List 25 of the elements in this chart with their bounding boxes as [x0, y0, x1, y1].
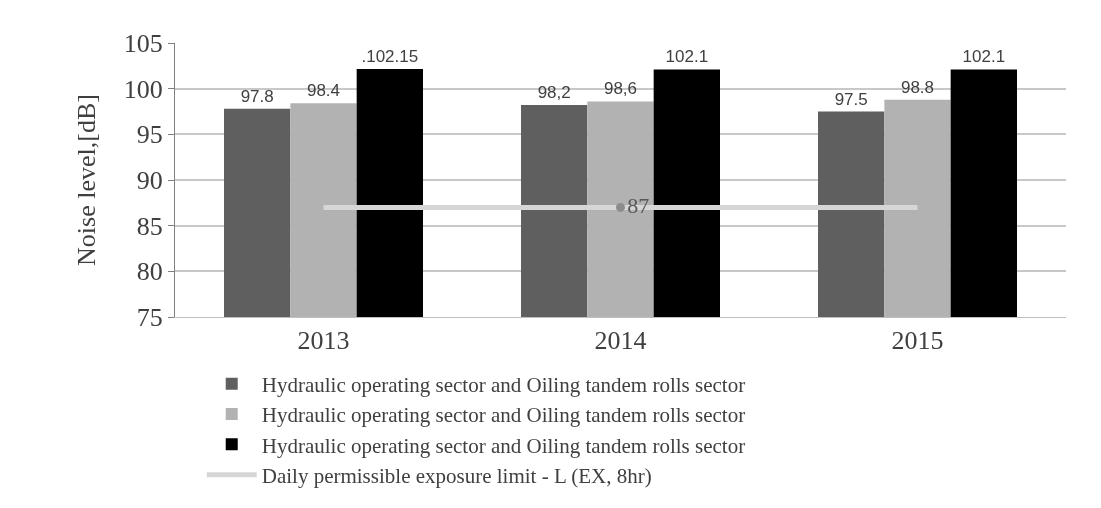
- x-tick-label: 2013: [297, 326, 350, 356]
- y-tick-label: 85: [136, 211, 163, 241]
- data-label: 98.4: [306, 81, 341, 101]
- y-tick-label: 80: [136, 257, 163, 287]
- data-label: 98,2: [537, 83, 571, 103]
- data-label: 102.1: [962, 47, 1006, 67]
- data-label: .102.15: [361, 47, 419, 67]
- y-tick-label: 100: [123, 74, 163, 104]
- data-label: 98,6: [603, 79, 638, 99]
- y-tick-label: 95: [136, 120, 163, 150]
- x-tick-label: 2014: [594, 326, 647, 356]
- legend-label: Hydraulic operating sector and Oiling tandem rolls sector: [261, 433, 746, 458]
- y-tick-label: 105: [123, 29, 163, 59]
- legend-label: Hydraulic operating sector and Oiling tandem rolls sector: [261, 403, 746, 428]
- data-label: 87: [627, 192, 650, 218]
- y-tick-label: 90: [136, 166, 163, 196]
- legend-label: Hydraulic operating sector and Oiling tandem rolls sector: [261, 372, 746, 397]
- data-label: 102.1: [665, 47, 709, 67]
- x-tick-label: 2015: [891, 326, 944, 356]
- y-tick-label: 75: [136, 303, 163, 333]
- y-axis-title: Noise level,[dB]: [72, 94, 102, 266]
- legend-label: Daily permissible exposure limit - L (EX, 8hr): [261, 463, 652, 488]
- data-label: 98.8: [900, 77, 935, 97]
- data-label: 97.8: [240, 86, 274, 106]
- data-label: 97.5: [834, 89, 868, 109]
